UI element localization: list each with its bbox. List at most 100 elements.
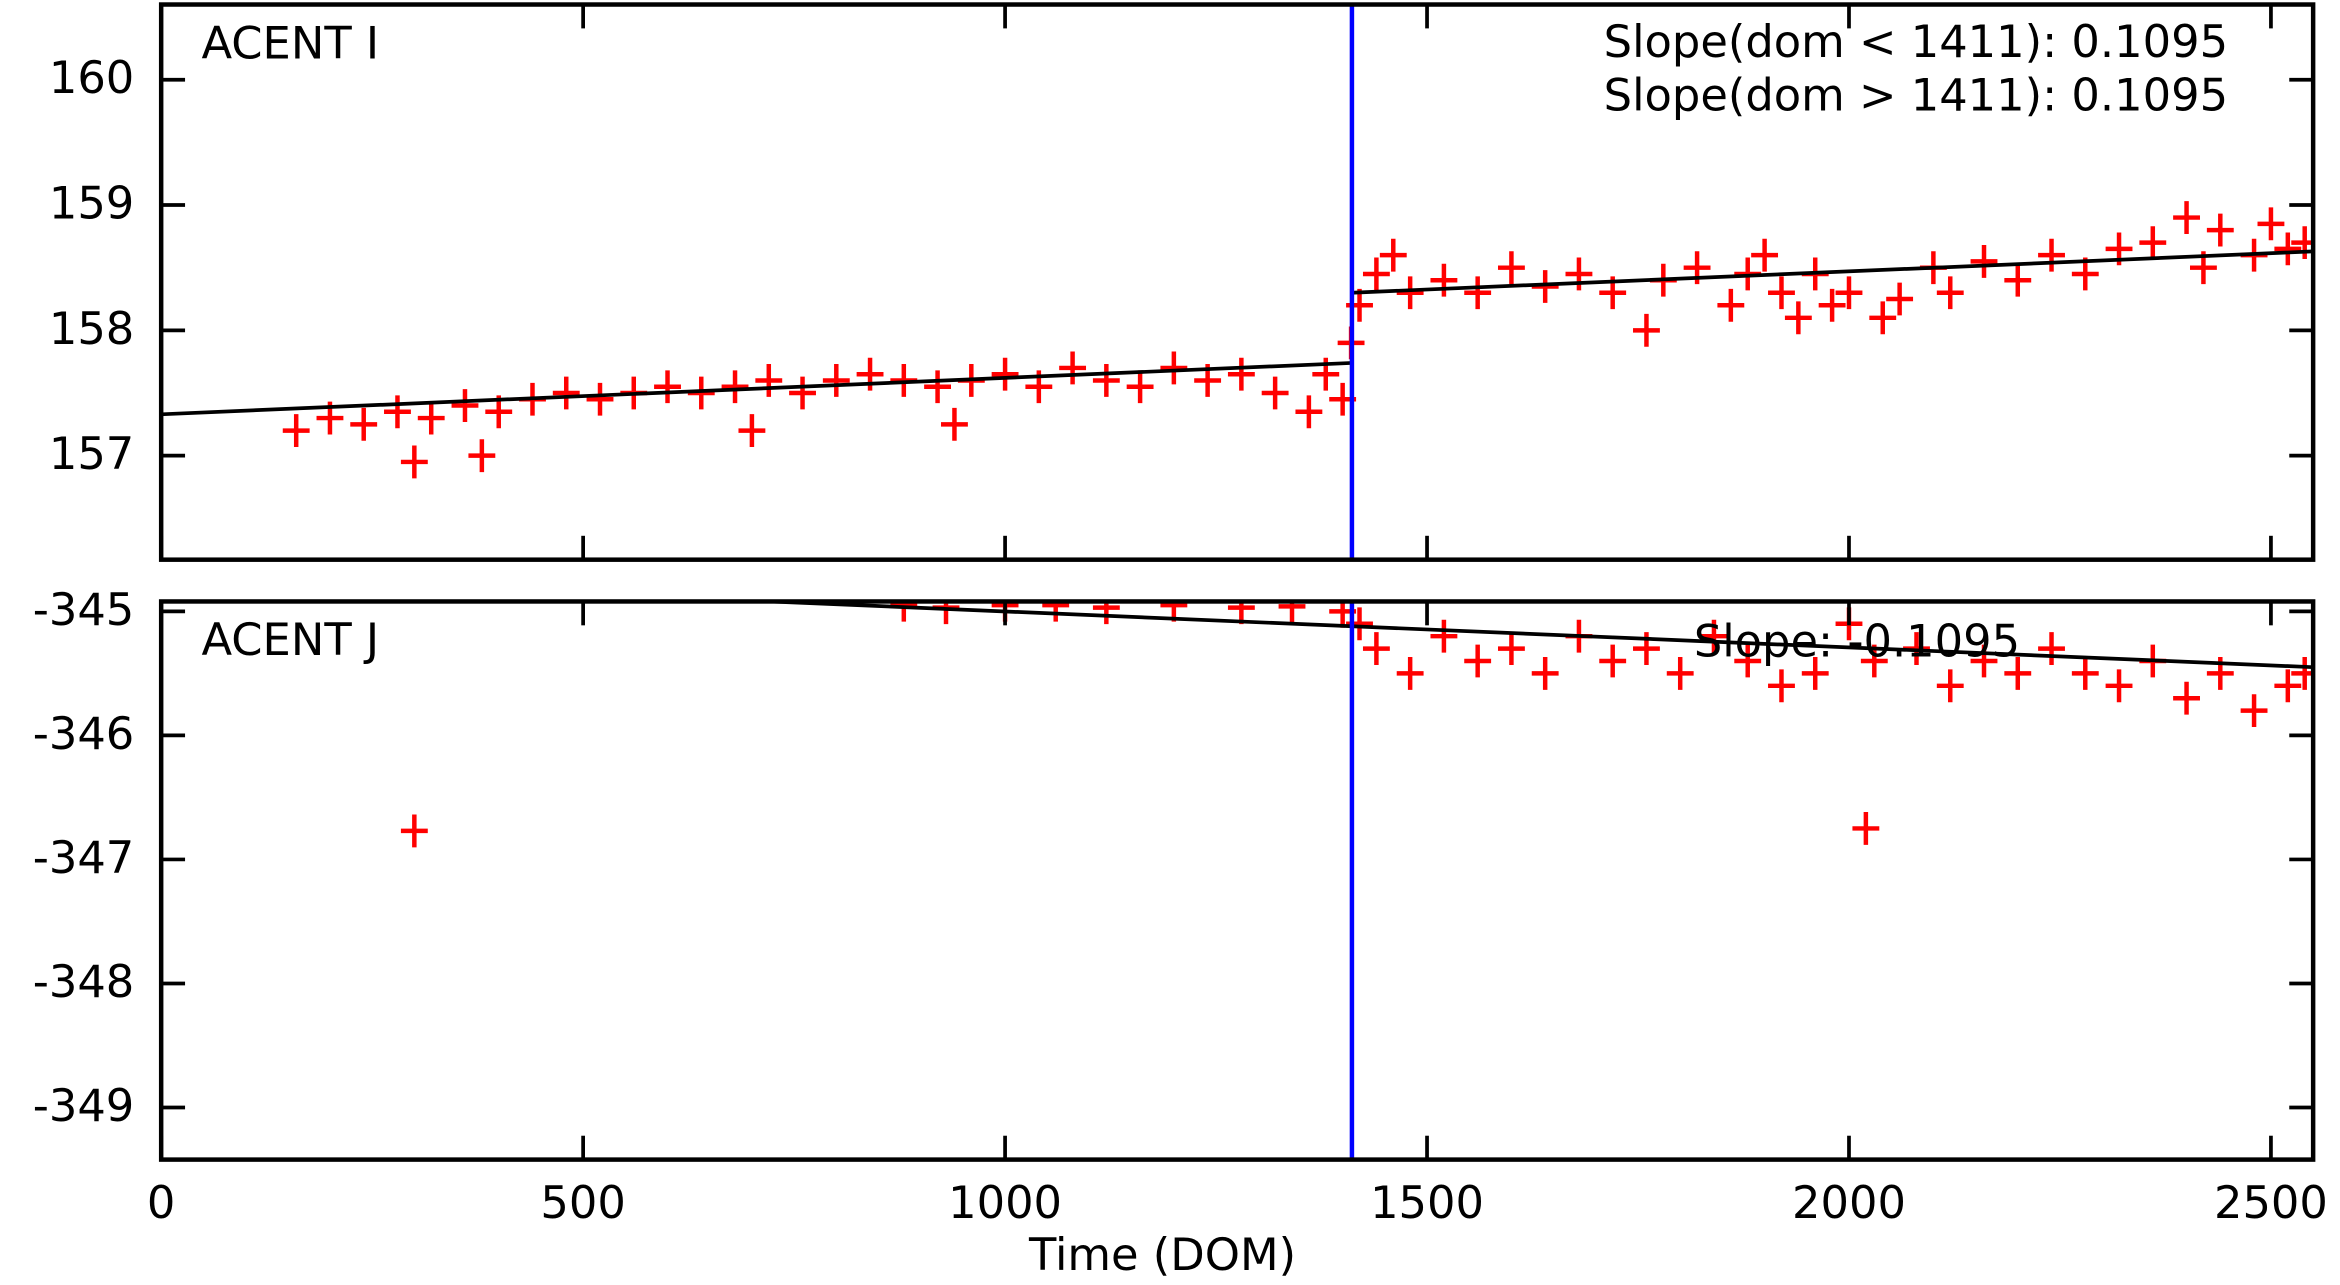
data-point <box>721 370 749 404</box>
data-point <box>1700 619 1728 653</box>
data-point <box>1886 282 1914 316</box>
data-point <box>1126 370 1154 404</box>
x-tick-label: 500 <box>540 1176 625 1229</box>
data-point <box>400 445 428 479</box>
plot-area <box>161 201 2314 479</box>
y-tick-label: -346 <box>33 707 135 760</box>
data-point <box>1751 238 1779 272</box>
data-point <box>350 407 378 441</box>
data-point <box>2274 669 2302 703</box>
annotation: Slope(dom > 1411): 0.1095 <box>1604 69 2228 122</box>
x-tick-label: 1000 <box>948 1176 1062 1229</box>
data-point <box>1599 644 1627 678</box>
data-point <box>1295 395 1323 429</box>
data-point <box>1633 313 1660 347</box>
x-tick-label: 2500 <box>2214 1176 2328 1229</box>
panel: -349 -348 -347 -346 -345 0 500 1000 1500 2000 2500… <box>33 583 2328 1281</box>
data-point <box>1362 632 1390 666</box>
data-point <box>1565 257 1593 291</box>
data-point <box>1362 257 1390 291</box>
data-point <box>451 389 479 422</box>
data-point <box>1531 656 1559 690</box>
data-point <box>1801 656 1829 690</box>
y-tick-label: -349 <box>33 1079 135 1132</box>
data-point <box>552 376 580 410</box>
data-point <box>1278 601 1306 623</box>
y-tick-label: -348 <box>33 955 135 1008</box>
data-point <box>1784 301 1812 335</box>
data-point <box>1464 644 1492 678</box>
data-point <box>2173 681 2200 715</box>
data-point <box>2038 632 2065 666</box>
data-point <box>755 364 783 397</box>
data-point <box>468 439 496 473</box>
data-point <box>1497 251 1525 285</box>
data-point <box>1059 351 1087 385</box>
data-point <box>789 376 816 410</box>
data-point <box>941 407 968 441</box>
x-tick-label: 0 <box>147 1176 175 1229</box>
data-point <box>1852 812 1880 845</box>
data-point <box>1160 351 1188 385</box>
data-point <box>1464 276 1492 310</box>
data-point <box>1768 669 1795 703</box>
data-point <box>1818 288 1846 322</box>
data-point <box>822 364 850 397</box>
data-point <box>384 395 411 429</box>
data-point <box>1936 276 1964 310</box>
data-point <box>282 414 310 448</box>
data-point <box>1936 669 1964 703</box>
data-point <box>738 414 766 448</box>
data-point <box>1666 656 1694 690</box>
data-point <box>1042 601 1070 622</box>
data-point <box>1497 632 1525 666</box>
data-point <box>1734 644 1762 678</box>
data-point <box>2004 656 2032 690</box>
y-tick-label: 158 <box>49 302 134 355</box>
y-tick-label: -345 <box>33 583 135 636</box>
data-point <box>654 370 681 404</box>
data-point <box>2291 656 2314 690</box>
annotation: Slope: -0.1095 <box>1694 615 2020 668</box>
fit-line <box>1351 249 2314 295</box>
panel-label: ACENT I <box>201 16 379 69</box>
x-tick-label: 1500 <box>1370 1176 1484 1229</box>
data-point <box>1970 245 1998 278</box>
annotation: Slope(dom < 1411): 0.1095 <box>1604 15 2228 68</box>
x-tick-label: 2000 <box>1792 1176 1906 1229</box>
y-tick-label: 159 <box>49 177 134 230</box>
data-point <box>2274 232 2302 266</box>
data-point <box>1092 601 1120 625</box>
data-point <box>1379 238 1407 272</box>
data-point <box>1869 301 1897 335</box>
data-point <box>1396 656 1424 690</box>
data-point <box>1430 263 1458 297</box>
data-point <box>924 370 951 404</box>
y-tick-label: 160 <box>49 51 134 104</box>
data-point <box>1396 276 1424 310</box>
data-point <box>1227 357 1255 391</box>
data-point <box>1160 601 1188 622</box>
panel-label: ACENT J <box>201 613 379 666</box>
plot-frame <box>158 599 2316 1162</box>
data-point <box>2240 694 2268 728</box>
fit-line <box>161 361 1353 417</box>
y-tick-label: 157 <box>49 427 134 480</box>
data-point <box>2139 226 2167 260</box>
data-point <box>417 401 445 435</box>
data-point <box>2071 656 2099 690</box>
data-point <box>400 814 428 848</box>
data-point <box>1261 376 1289 410</box>
data-point <box>2206 213 2234 247</box>
data-point <box>1227 601 1255 625</box>
data-point <box>2038 238 2065 272</box>
plot-frame <box>158 2 2316 562</box>
data-point <box>2105 669 2133 703</box>
data-point <box>1970 644 1998 678</box>
data-point <box>1717 288 1745 322</box>
data-point <box>2257 207 2285 241</box>
data-point <box>1768 276 1795 310</box>
data-point <box>2004 263 2032 297</box>
